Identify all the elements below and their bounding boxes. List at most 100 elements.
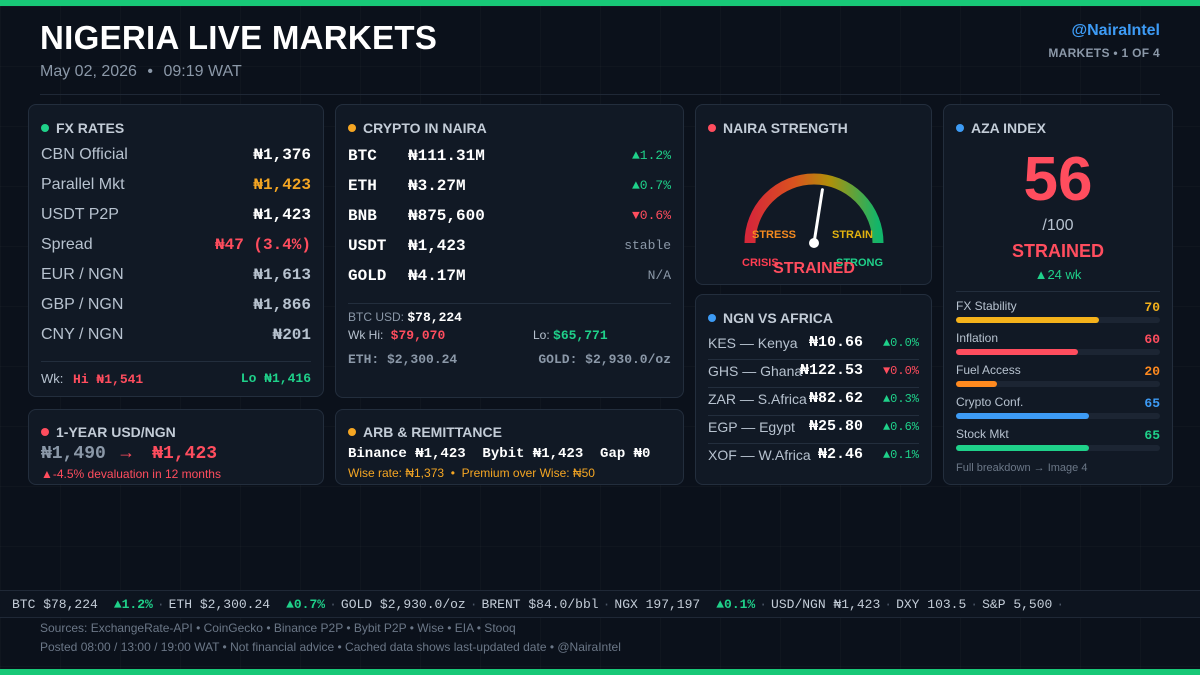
aza-component-label: Fuel Access bbox=[956, 363, 1021, 377]
ticker-item: USD/NGN ₦1,423 bbox=[771, 597, 880, 612]
fx-row: CBN Official ₦1,376 bbox=[41, 146, 311, 164]
ticker-text: S&P 5,500 bbox=[982, 597, 1053, 612]
ticker-text: ETH $2,300.24 bbox=[168, 597, 271, 612]
aza-title: AZA INDEX bbox=[956, 120, 1046, 136]
fx-label: GBP / NGN bbox=[41, 296, 124, 313]
ticker-text: USD/NGN ₦1,423 bbox=[771, 597, 881, 612]
fx-value: ₦201 bbox=[272, 326, 311, 344]
crypto-row: ETH ₦3.27M ▲0.7% bbox=[348, 177, 671, 199]
usd-year-values: ₦1,490 → ₦1,423 bbox=[41, 444, 217, 464]
page-title: NIGERIA LIVE MARKETS bbox=[40, 19, 438, 56]
arb-title: ARB & REMITTANCE bbox=[348, 424, 502, 440]
aza-component-value: 65 bbox=[1144, 428, 1160, 443]
fx-row: Spread ₦47 (3.4%) bbox=[41, 236, 311, 254]
africa-change: ▼0.0% bbox=[882, 364, 919, 378]
arb-remittance-card: ARB & REMITTANCE Binance ₦1,423 Bybit ₦1… bbox=[335, 409, 684, 485]
aza-component-row: Fuel Access 20 bbox=[956, 363, 1160, 391]
fx-value: ₦1,376 bbox=[253, 146, 311, 164]
aza-component-row: Crypto Conf. 65 bbox=[956, 395, 1160, 423]
aza-component-value: 65 bbox=[1144, 396, 1160, 411]
market-ticker: BTC $78,224 ▲1.2% · ETH $2,300.24 ▲0.7% · GOLD… bbox=[0, 590, 1200, 618]
africa-change: ▲0.3% bbox=[882, 392, 919, 406]
ticker-text: DXY 103.5 bbox=[896, 597, 967, 612]
ticker-separator: · bbox=[469, 597, 478, 612]
ticker-separator: · bbox=[156, 597, 165, 612]
ticker-item: GOLD $2,930.0/oz bbox=[341, 597, 466, 612]
arrow-right-icon: → bbox=[120, 444, 132, 464]
time-text: 09:19 WAT bbox=[163, 63, 242, 80]
aza-component-fill bbox=[956, 317, 1099, 323]
fx-rates-title: FX RATES bbox=[41, 120, 124, 136]
africa-row-divider bbox=[708, 443, 919, 444]
ticker-separator: · bbox=[1056, 597, 1065, 612]
ticker-separator: · bbox=[884, 597, 893, 612]
aza-component-track bbox=[956, 413, 1160, 419]
fx-label: Spread bbox=[41, 236, 93, 253]
ticker-text: NGX 197,197 bbox=[614, 597, 701, 612]
crypto-value: ₦3.27M bbox=[408, 177, 466, 195]
fx-row: EUR / NGN ₦1,613 bbox=[41, 266, 311, 284]
ticker-item: ETH $2,300.24 ▲0.7% bbox=[169, 597, 325, 612]
aza-component-row: Stock Mkt 65 bbox=[956, 427, 1160, 455]
crypto-card: CRYPTO IN NAIRA BTC ₦111.31M ▲1.2% ETH ₦… bbox=[335, 104, 684, 398]
ticker-text: BRENT $84.0/bbl bbox=[481, 597, 599, 612]
usd-year-from: ₦1,490 bbox=[41, 444, 106, 464]
ticker-separator: · bbox=[602, 597, 611, 612]
fx-week-range: Wk: Hi ₦1,541 Lo ₦1,416 bbox=[41, 371, 311, 387]
strength-status: STRAINED bbox=[773, 260, 855, 277]
crypto-value: ₦4.17M bbox=[408, 267, 466, 285]
aza-component-label: Stock Mkt bbox=[956, 427, 1009, 441]
ticker-change: ▲1.2% bbox=[113, 597, 153, 612]
africa-value: ₦10.66 bbox=[808, 334, 863, 351]
page-indicator: MARKETS • 1 OF 4 bbox=[1048, 46, 1160, 60]
usd-year-to: ₦1,423 bbox=[152, 444, 218, 464]
crypto-change: N/A bbox=[647, 268, 671, 283]
sources-line: Sources: ExchangeRate-API • CoinGecko • … bbox=[40, 621, 516, 635]
usd-year-note: ▲-4.5% devaluation in 12 months bbox=[41, 467, 221, 481]
usd-year-title: 1-YEAR USD/NGN bbox=[41, 424, 176, 440]
fx-label: Parallel Mkt bbox=[41, 176, 125, 193]
crypto-divider bbox=[348, 303, 671, 304]
gauge-label-crisis: CRISIS bbox=[742, 257, 779, 269]
aza-component-label: Crypto Conf. bbox=[956, 395, 1024, 409]
eth-usd-line: ETH: $2,300.24 bbox=[348, 352, 458, 367]
page-datetime: May 02, 2026 • 09:19 WAT bbox=[40, 63, 242, 80]
fx-row: CNY / NGN ₦201 bbox=[41, 326, 311, 344]
gauge-label-strong: STRONG bbox=[836, 257, 883, 269]
crypto-change: ▼0.6% bbox=[631, 208, 671, 223]
btc-wk-range: Wk Hi: $79,070 Lo: $65,771 bbox=[348, 328, 608, 343]
aza-component-fill bbox=[956, 349, 1079, 355]
aza-footer[interactable]: Full breakdown → Image 4 bbox=[956, 462, 1088, 474]
aza-component-row: Inflation 60 bbox=[956, 331, 1160, 359]
ticker-separator: · bbox=[970, 597, 979, 612]
africa-row: XOF — W.Africa ₦2.46 ▲0.1% bbox=[708, 445, 919, 469]
fx-row: USDT P2P ₦1,423 bbox=[41, 206, 311, 224]
crypto-change: stable bbox=[624, 238, 671, 253]
africa-row: ZAR — S.Africa ₦82.62 ▲0.3% bbox=[708, 389, 919, 413]
gauge-arc bbox=[744, 173, 884, 244]
handle-link[interactable]: @NairaIntel bbox=[1071, 22, 1160, 39]
gold-usd-line: GOLD: $2,930.0/oz bbox=[538, 352, 671, 367]
africa-label: EGP — Egypt bbox=[708, 419, 795, 435]
fx-label: EUR / NGN bbox=[41, 266, 124, 283]
africa-value: ₦122.53 bbox=[799, 362, 863, 379]
fx-label: CNY / NGN bbox=[41, 326, 124, 343]
aza-status: STRAINED bbox=[1011, 241, 1104, 261]
africa-change: ▲0.6% bbox=[882, 420, 919, 434]
aza-component-track bbox=[956, 317, 1160, 323]
top-accent-bar bbox=[0, 0, 1200, 6]
africa-value: ₦82.62 bbox=[808, 390, 863, 407]
crypto-row: GOLD ₦4.17M N/A bbox=[348, 267, 671, 289]
fx-value: ₦1,423 bbox=[253, 206, 311, 224]
fx-value: ₦1,866 bbox=[253, 296, 311, 314]
green-dot-icon bbox=[41, 124, 49, 132]
africa-label: ZAR — S.Africa bbox=[708, 391, 807, 407]
crypto-change: ▲1.2% bbox=[631, 148, 671, 163]
crypto-value: ₦875,600 bbox=[408, 207, 485, 225]
ticker-text: GOLD $2,930.0/oz bbox=[340, 597, 466, 612]
ticker-text: BTC $78,224 bbox=[12, 597, 98, 612]
africa-row: EGP — Egypt ₦25.80 ▲0.6% bbox=[708, 417, 919, 441]
ticker-item: NGX 197,197 ▲0.1% bbox=[614, 597, 755, 612]
aza-component-track bbox=[956, 381, 1160, 387]
africa-label: GHS — Ghana bbox=[708, 363, 803, 379]
